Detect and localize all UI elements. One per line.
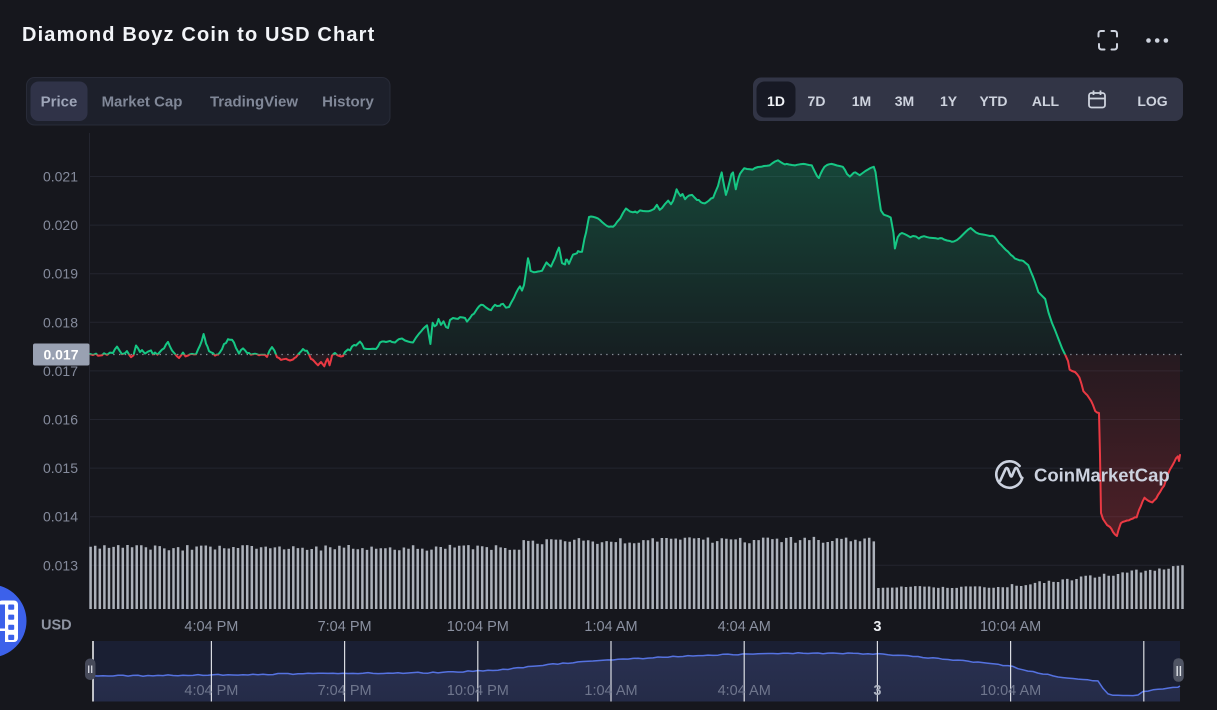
svg-text:4:04 PM: 4:04 PM <box>184 619 238 635</box>
svg-text:3: 3 <box>873 683 881 699</box>
svg-text:7:04 PM: 7:04 PM <box>318 619 372 635</box>
svg-text:0.015: 0.015 <box>43 460 78 476</box>
svg-text:1:04 AM: 1:04 AM <box>584 619 637 635</box>
svg-text:7D: 7D <box>808 93 826 109</box>
svg-text:10:04 PM: 10:04 PM <box>447 683 509 699</box>
svg-text:0.019: 0.019 <box>43 266 78 282</box>
svg-text:7:04 PM: 7:04 PM <box>318 683 372 699</box>
svg-text:LOG: LOG <box>1137 93 1167 109</box>
svg-text:ALL: ALL <box>1032 93 1060 109</box>
svg-text:0.013: 0.013 <box>43 557 78 573</box>
svg-text:1D: 1D <box>767 93 785 109</box>
svg-text:Price: Price <box>41 94 78 111</box>
svg-text:Market Cap: Market Cap <box>102 94 183 111</box>
svg-text:10:04 AM: 10:04 AM <box>980 619 1041 635</box>
svg-text:History: History <box>322 94 374 111</box>
svg-text:1M: 1M <box>852 93 871 109</box>
svg-text:1Y: 1Y <box>940 93 958 109</box>
svg-text:10:04 AM: 10:04 AM <box>980 683 1041 699</box>
svg-text:3M: 3M <box>895 93 914 109</box>
svg-text:4:04 AM: 4:04 AM <box>718 619 771 635</box>
svg-text:0.016: 0.016 <box>43 412 78 428</box>
svg-text:1:04 AM: 1:04 AM <box>584 683 637 699</box>
svg-text:CoinMarketCap: CoinMarketCap <box>1034 465 1170 486</box>
svg-text:YTD: YTD <box>980 93 1008 109</box>
svg-text:Diamond Boyz Coin to USD Chart: Diamond Boyz Coin to USD Chart <box>22 24 375 46</box>
svg-text:TradingView: TradingView <box>210 94 298 111</box>
svg-text:0.017: 0.017 <box>43 363 78 379</box>
svg-text:4:04 AM: 4:04 AM <box>718 683 771 699</box>
svg-text:0.017: 0.017 <box>43 347 78 363</box>
svg-text:3: 3 <box>873 619 881 635</box>
svg-text:USD: USD <box>41 618 72 634</box>
svg-text:0.020: 0.020 <box>43 217 78 233</box>
svg-text:0.014: 0.014 <box>43 509 78 525</box>
svg-text:0.018: 0.018 <box>43 314 78 330</box>
svg-text:10:04 PM: 10:04 PM <box>447 619 509 635</box>
svg-text:4:04 PM: 4:04 PM <box>184 683 238 699</box>
svg-text:0.021: 0.021 <box>43 169 78 185</box>
